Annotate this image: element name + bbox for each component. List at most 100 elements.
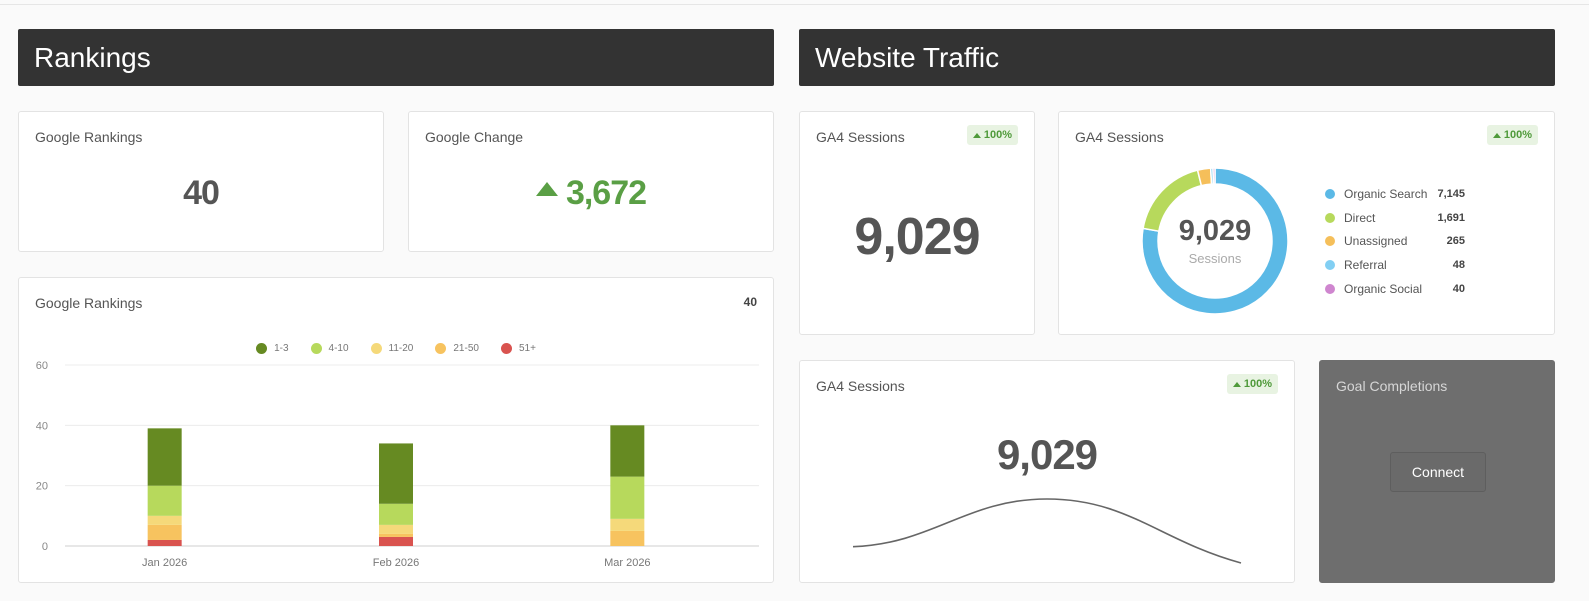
legend-dot	[256, 343, 268, 354]
legend-label: 11-20	[388, 343, 414, 354]
donut-legend-label: Organic Social	[1344, 281, 1423, 296]
bar-segment-11-20	[147, 515, 182, 525]
legend-dot	[1325, 236, 1335, 247]
ga4-sessions-donut-title: GA4 Sessions	[1075, 129, 1164, 145]
google-rankings-chart-total: 40	[743, 295, 757, 309]
rankings-header: Rankings	[18, 29, 774, 86]
donut-legend-value: 7,145	[1437, 188, 1465, 200]
donut-slice-organic-search	[1141, 167, 1289, 315]
bar-segment-1-3	[610, 425, 645, 477]
google-rankings-value: 40	[183, 174, 220, 212]
donut-center-label: Sessions	[1188, 251, 1242, 266]
bar-segment-4-10	[379, 503, 413, 525]
ga4-sessions-sparkline-value: 9,029	[996, 431, 1098, 478]
chart-legend: 1-3 4-10 11-20 21-50 51+	[19, 341, 773, 359]
donut-legend-label: Organic Search	[1344, 187, 1428, 201]
sessions-donut-chart	[1141, 167, 1289, 315]
x-tick-label: Feb 2026	[373, 557, 419, 569]
growth-badge-value: 100%	[1243, 378, 1272, 390]
goal-completions-title: Goal Completions	[1336, 378, 1448, 394]
google-rankings-card: Google Rankings 40	[18, 111, 384, 252]
growth-badge-value: 100%	[1503, 129, 1532, 141]
legend-dot	[1325, 189, 1335, 199]
donut-legend-item[interactable]: Organic Search 7,145	[1325, 187, 1465, 201]
growth-badge: 100%	[1486, 125, 1538, 145]
growth-badge-value: 100%	[983, 129, 1012, 141]
bar-segment-21-50	[610, 530, 645, 546]
growth-badge: 100%	[966, 125, 1018, 145]
legend-dot	[1325, 283, 1335, 294]
legend-item[interactable]: 21-50	[435, 343, 479, 354]
legend-item[interactable]: 1-3	[256, 343, 289, 354]
google-rankings-chart-title: Google Rankings	[35, 295, 143, 311]
bar-segment-11-20	[610, 518, 645, 531]
ga4-sessions-value: 9,029	[854, 208, 980, 266]
legend-label: 21-50	[453, 343, 479, 354]
legend-label: 4-10	[328, 343, 349, 354]
bar-segment-51+	[147, 539, 182, 546]
donut-legend-label: Unassigned	[1344, 234, 1408, 249]
legend-dot	[1325, 260, 1335, 271]
bar-segment-21-50	[379, 533, 413, 537]
donut-legend-value: 40	[1452, 282, 1465, 295]
trend-up-icon	[1492, 132, 1501, 138]
connect-button[interactable]: Connect	[1390, 452, 1486, 492]
top-divider	[0, 4, 1589, 5]
trend-up-icon	[535, 182, 558, 196]
sparkline-path	[852, 498, 1242, 564]
bar-segment-4-10	[610, 476, 645, 519]
goal-completions-card: Goal Completions Connect	[1319, 360, 1555, 583]
legend-dot	[500, 343, 512, 354]
legend-label: 51+	[518, 343, 536, 354]
sessions-sparkline	[852, 498, 1242, 564]
donut-legend-item[interactable]: Direct 1,691	[1325, 211, 1465, 225]
donut-legend-item[interactable]: Organic Social 40	[1325, 282, 1465, 296]
ga4-sessions-sparkline-title: GA4 Sessions	[816, 378, 905, 394]
donut-legend-value: 265	[1446, 235, 1465, 248]
donut-legend-value: 1,691	[1437, 211, 1465, 224]
trend-up-icon	[972, 132, 981, 138]
ga4-sessions-title: GA4 Sessions	[816, 129, 905, 145]
y-tick-label: 60	[36, 360, 48, 372]
bar-segment-1-3	[379, 443, 413, 504]
rankings-bar-chart: 0 20 40 60 Jan 2026 Feb 2026 Mar 2026	[36, 360, 759, 569]
x-tick-label: Jan 2026	[142, 557, 187, 569]
ga4-sessions-donut-card: GA4 Sessions 100% 9,029 Sessions Organic…	[1058, 111, 1555, 335]
donut-legend-item[interactable]: Referral 48	[1325, 258, 1465, 272]
donut-legend-label: Referral	[1344, 258, 1387, 273]
traffic-header-title: Website Traffic	[815, 41, 1000, 73]
trend-up-icon	[1232, 381, 1241, 387]
google-change-card: Google Change 3,672	[408, 111, 774, 252]
bar-segment-51+	[379, 536, 413, 546]
google-change-value: 3,672	[565, 174, 647, 212]
ga4-sessions-sparkline-card: GA4 Sessions 100% 9,029	[799, 360, 1295, 583]
traffic-header: Website Traffic	[799, 29, 1555, 86]
growth-badge: 100%	[1226, 374, 1278, 394]
google-rankings-chart-card: Google Rankings 40 1-3 4-10 11-20 21-50 51+ …	[18, 277, 774, 583]
legend-item[interactable]: 51+	[500, 343, 536, 354]
donut-legend-label: Direct	[1344, 210, 1376, 225]
legend-dot	[435, 343, 447, 354]
donut-legend-item[interactable]: Unassigned 265	[1325, 234, 1465, 248]
donut-slice-organic-social	[1212, 167, 1216, 185]
bar-segment-4-10	[147, 485, 182, 516]
donut-legend: Organic Search 7,145 Direct 1,691 Unassigned…	[1325, 187, 1465, 307]
legend-dot	[1325, 212, 1335, 223]
bar-segment-21-50	[147, 524, 182, 540]
x-tick-label: Mar 2026	[604, 557, 650, 569]
legend-item[interactable]: 4-10	[310, 343, 349, 354]
google-change-row: 3,672	[409, 174, 773, 213]
y-tick-label: 40	[36, 420, 48, 432]
rankings-header-title: Rankings	[34, 41, 151, 73]
google-rankings-title: Google Rankings	[35, 129, 143, 145]
bar-segment-1-3	[147, 428, 182, 486]
y-tick-label: 20	[36, 481, 48, 493]
donut-center-value: 9,029	[1178, 215, 1252, 247]
legend-label: 1-3	[274, 343, 289, 354]
legend-dot	[370, 343, 382, 354]
legend-item[interactable]: 11-20	[370, 343, 414, 354]
google-change-title: Google Change	[425, 129, 524, 145]
ga4-sessions-card: GA4 Sessions 100% 9,029	[799, 111, 1035, 335]
bar-segment-11-20	[379, 524, 413, 534]
y-tick-label: 0	[42, 541, 48, 553]
